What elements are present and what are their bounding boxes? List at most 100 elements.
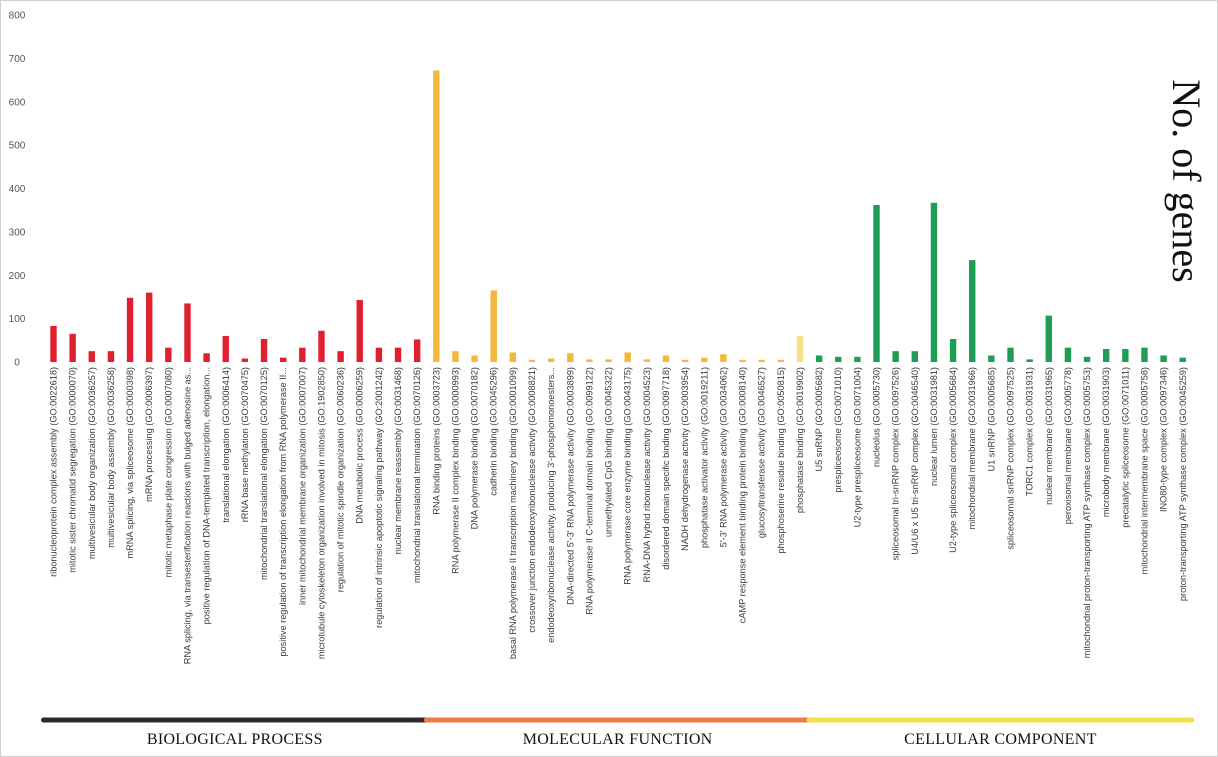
- bar: [1026, 359, 1033, 362]
- category-label: mitochondrial intermembrane space (GO:00…: [1139, 367, 1149, 574]
- bar: [739, 359, 746, 362]
- bar: [1141, 347, 1148, 362]
- category-label: mitotic sister chromatid segregation (GO…: [68, 367, 78, 573]
- category-label: glucosyltransferase activity (GO:0046527…: [757, 367, 767, 538]
- bar: [547, 358, 555, 362]
- group-label: BIOLOGICAL PROCESS: [147, 731, 323, 748]
- bar: [662, 355, 670, 362]
- bar: [873, 204, 880, 362]
- bar: [815, 355, 823, 362]
- bar: [911, 351, 918, 362]
- category-label: RNA-DNA hybrid ribonuclease activity (GO…: [642, 367, 652, 583]
- bar: [643, 359, 651, 362]
- category-label: crossover junction endodeoxyribonuclease…: [527, 367, 537, 633]
- group-labels: BIOLOGICAL PROCESS MOLECULAR FUNCTION CELL…: [41, 717, 1195, 748]
- bar: [184, 303, 191, 362]
- group-label: CELLULAR COMPONENT: [904, 731, 1097, 748]
- y-tick-label: 300: [9, 227, 26, 238]
- bar: [1007, 347, 1014, 362]
- category-label: mitochondrial translational elongation (…: [259, 367, 269, 580]
- bar: [107, 351, 115, 362]
- category-label: proton-transporting ATP synthase complex…: [1178, 367, 1188, 601]
- category-label: U2-type prespliceosome (GO:0071004): [852, 367, 862, 527]
- category-label: disordered domain specific binding (GO:0…: [661, 367, 671, 570]
- bar: [146, 292, 153, 362]
- category-label: RNA polymerase II complex binding (GO:00…: [450, 367, 460, 574]
- category-label: peroxisomal membrane (GO:0005778): [1063, 367, 1073, 524]
- bar: [720, 354, 727, 362]
- bar: [337, 351, 344, 362]
- bar: [701, 357, 708, 362]
- category-label: cadherin binding (GO:0045296): [489, 367, 499, 496]
- bars: [50, 70, 1186, 363]
- bar: [624, 352, 631, 362]
- category-label: TORC1 complex (GO:0031931): [1025, 367, 1035, 496]
- bar: [969, 260, 976, 362]
- category-label: nuclear lumen (GO:0031981): [929, 367, 939, 486]
- bar: [413, 339, 421, 362]
- bar: [1160, 355, 1167, 362]
- category-label: U4/U6 x U5 tri-snRNP complex (GO:0046540…: [910, 367, 920, 555]
- y-tick-label: 800: [9, 11, 26, 22]
- category-label: NADH dehydrogenase activity (GO:0003954): [680, 367, 690, 551]
- category-label: microbody membrane (GO:0031903): [1101, 367, 1111, 517]
- bar: [241, 358, 249, 362]
- bar: [777, 359, 785, 362]
- category-label: mitochondrial proton-transporting ATP sy…: [1082, 367, 1092, 658]
- category-label: phosphatase activator activity (GO:00192…: [699, 367, 709, 548]
- bar: [356, 299, 363, 362]
- category-label: microtubule cytoskeleton organization in…: [316, 367, 326, 659]
- category-label: mitochondrial membrane (GO:0031966): [967, 367, 977, 529]
- bar: [222, 335, 229, 363]
- category-label: basal RNA polymerase II transcription ma…: [508, 367, 518, 659]
- category-label: prespliceosome (GO:0071010): [833, 367, 843, 493]
- category-label: DNA metabolic process (GO:0006259): [355, 367, 365, 524]
- bar: [318, 330, 325, 362]
- bar: [1103, 348, 1110, 362]
- category-label: U1 snRNP (GO:0005685): [986, 367, 996, 472]
- bar: [567, 353, 574, 362]
- bar: [88, 351, 95, 362]
- category-label: mRNA splicing, via spliceosome (GO:00003…: [125, 367, 135, 559]
- category-label: U2-type spliceosomal complex (GO:0005684…: [948, 367, 958, 553]
- bar: [835, 356, 842, 363]
- category-label: nucleolus (GO:0005730): [872, 367, 882, 467]
- category-label: multivesicular body assembly (GO:0036258…: [106, 367, 116, 548]
- category-label: inner mitochondrial membrane organizatio…: [297, 367, 307, 605]
- bar: [433, 70, 440, 363]
- bar: [1064, 347, 1072, 362]
- bar: [758, 359, 765, 362]
- bar: [1083, 356, 1091, 363]
- category-label: cAMP response element binding protein bi…: [738, 367, 748, 623]
- category-label: RNA binding proteins (GO:0003723): [431, 367, 441, 515]
- bar: [949, 339, 957, 362]
- bar: [50, 326, 57, 362]
- category-label: DNA polymerase binding (GO:0070182): [470, 367, 480, 529]
- category-label: RNA polymerase II C-terminal domain bind…: [584, 367, 594, 615]
- bar: [528, 359, 536, 362]
- category-label: precatalytic spliceosome (GO:0071011): [1120, 367, 1130, 528]
- category-label: DNA-directed 5'-3' RNA polymerase activi…: [565, 367, 575, 605]
- category-label: mitochondrial translational termination …: [412, 367, 422, 583]
- bar: [203, 353, 210, 362]
- category-label: INO80-type complex (GO:0097346): [1159, 367, 1169, 512]
- y-axis-label: No. of genes: [1164, 79, 1209, 282]
- bar: [394, 347, 402, 362]
- category-label: spliceosomal snRNP complex (GO:0097525): [1006, 367, 1016, 550]
- category-label: unmethylated CpG binding (GO:0045322): [604, 367, 614, 537]
- category-label: U5 snRNP (GO:0005682): [814, 367, 824, 472]
- bar: [452, 351, 459, 362]
- y-axis-ticks: 0 100 200 300 400 500 600 700 800: [9, 11, 26, 369]
- y-tick-label: 500: [9, 141, 26, 152]
- category-label: mRNA processing (GO:0006397): [144, 367, 154, 502]
- y-tick-label: 400: [9, 184, 26, 195]
- category-label: nuclear membrane (GO:0031965): [1044, 367, 1054, 505]
- category-label: endodeoxyribonuclease activity, producin…: [546, 367, 556, 643]
- bar: [586, 359, 593, 362]
- category-label: rRNA base methylation (GO:0070475): [240, 367, 250, 522]
- bar: [375, 347, 383, 362]
- bar: [490, 290, 497, 362]
- category-label: translational elongation (GO:0006414): [221, 367, 231, 523]
- y-tick-label: 200: [9, 271, 26, 282]
